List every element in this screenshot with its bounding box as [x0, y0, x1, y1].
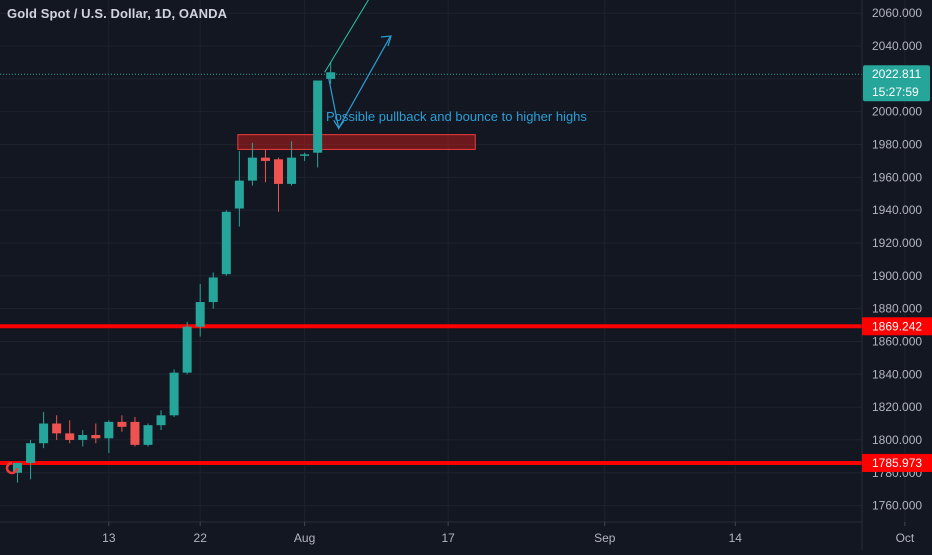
annotation-text: Possible pullback and bounce to higher h… — [326, 109, 587, 124]
last-price-label: 2022.811 — [872, 67, 921, 81]
candle-body — [260, 157, 270, 161]
marker-icon — [5, 461, 19, 475]
zone-rect — [237, 134, 476, 150]
y-tick-label: 1980.000 — [872, 138, 922, 152]
y-tick-label: 2000.000 — [872, 105, 922, 119]
y-tick-label: 1800.000 — [872, 433, 922, 447]
candle-body — [300, 154, 310, 156]
candle-body — [143, 425, 153, 445]
candle-body — [13, 462, 22, 473]
x-tick-label: Aug — [294, 531, 315, 545]
candle-body — [78, 435, 88, 440]
candle-body — [287, 157, 297, 184]
y-tick-label: 2060.000 — [872, 6, 922, 20]
pullback-arrow-head — [333, 119, 345, 130]
candle-body — [247, 157, 257, 181]
x-tick-label: Oct — [896, 531, 915, 545]
candle-body — [39, 423, 49, 444]
candle-body — [208, 277, 218, 303]
candle-body — [65, 433, 75, 440]
y-tick-label: 1840.000 — [872, 367, 922, 381]
level-tag-label: 1869.242 — [872, 319, 922, 333]
candle-body — [326, 72, 336, 79]
y-tick-label: 1900.000 — [872, 269, 922, 283]
last-price-tag — [863, 65, 930, 102]
price-axis: 1760.0001780.0001800.0001820.0001840.000… — [861, 0, 932, 550]
x-tick-label: Sep — [594, 531, 616, 545]
candle-body — [182, 326, 192, 373]
level-tag — [862, 453, 932, 472]
candle-body — [117, 421, 127, 427]
y-tick-label: 1820.000 — [872, 400, 922, 414]
y-tick-label: 1860.000 — [872, 334, 922, 348]
x-tick-label: 22 — [194, 531, 208, 545]
y-tick-label: 1960.000 — [872, 170, 922, 184]
y-tick-label: 1940.000 — [872, 203, 922, 217]
drawings: Possible pullback and bounce to higher h… — [5, 0, 587, 475]
level-tag — [862, 317, 932, 336]
x-tick-label: 14 — [729, 531, 743, 545]
candles — [13, 62, 336, 483]
x-tick-label: 17 — [441, 531, 455, 545]
chart-title: Gold Spot / U.S. Dollar, 1D, OANDA — [7, 6, 228, 21]
candle-body — [26, 443, 36, 463]
candle-body — [221, 211, 231, 275]
grid — [0, 0, 906, 522]
countdown-label: 15:27:59 — [872, 85, 919, 99]
candle-body — [130, 421, 140, 445]
arrow-head — [380, 35, 392, 47]
candle-body — [91, 435, 101, 439]
trend-line — [324, 0, 369, 73]
candle-body — [156, 415, 166, 426]
candle-body — [195, 302, 205, 327]
y-tick-label: 1760.000 — [872, 499, 922, 513]
supply-zone — [237, 134, 476, 150]
candle-body — [104, 421, 114, 439]
candle-body — [52, 423, 62, 434]
x-tick-label: 13 — [102, 531, 116, 545]
y-tick-label: 2040.000 — [872, 39, 922, 53]
y-tick-label: 1880.000 — [872, 302, 922, 316]
level-tag-label: 1785.973 — [872, 456, 922, 470]
candle-body — [274, 159, 283, 184]
y-tick-label: 1920.000 — [872, 236, 922, 250]
candle-body — [234, 180, 244, 209]
horizontal-levels — [0, 73, 862, 465]
time-axis: 13 22 Aug 17 Sep 14 Oct — [0, 521, 915, 545]
candle-body — [313, 80, 323, 153]
candle-body — [169, 372, 179, 416]
